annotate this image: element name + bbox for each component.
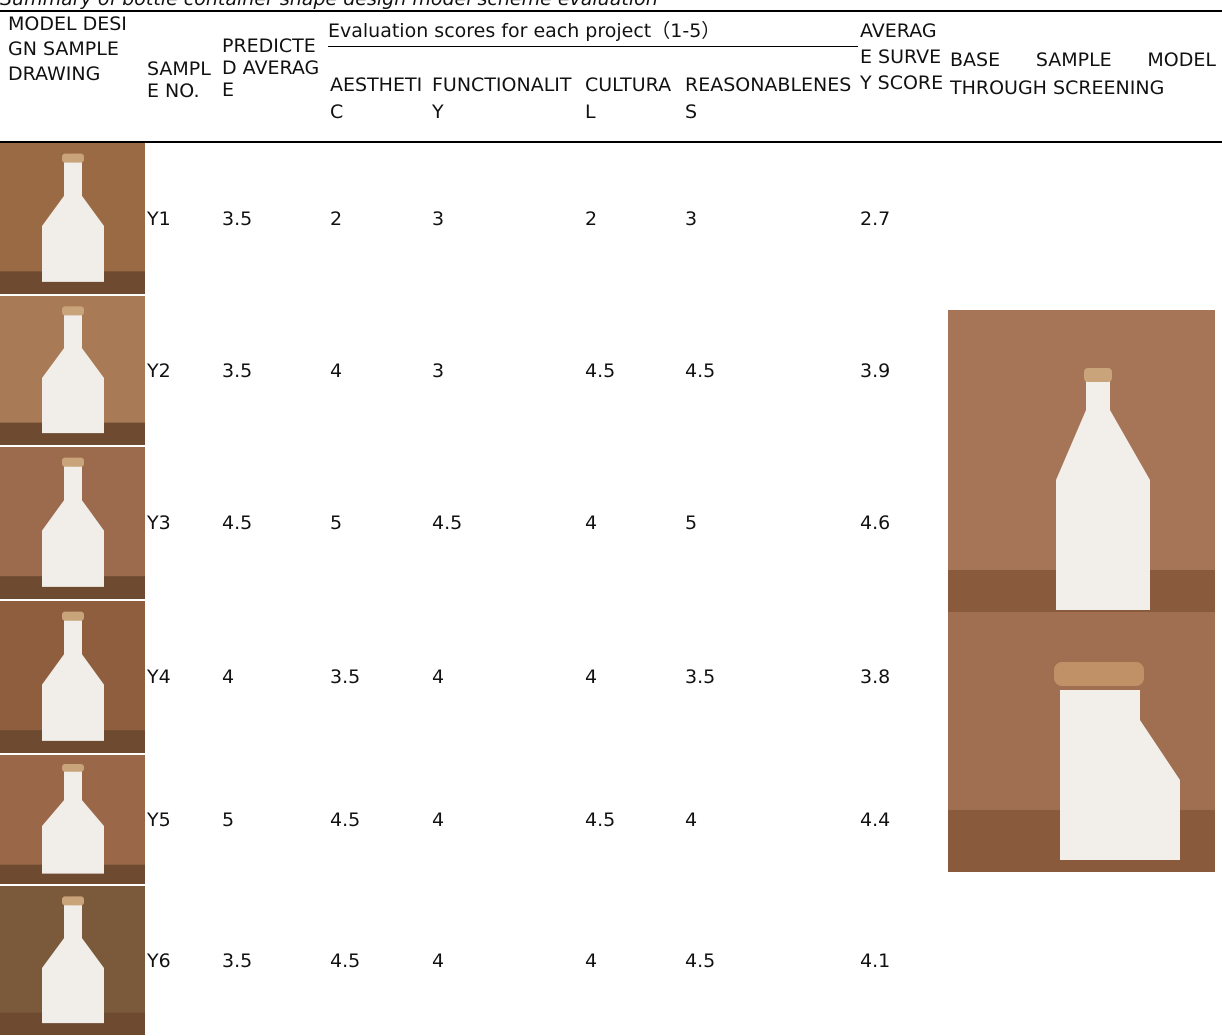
sample-no: Y5 — [147, 808, 171, 831]
cultural: 4 — [585, 949, 598, 972]
header-predicted: PREDICTED AVERAGE — [222, 35, 320, 101]
average: 3.8 — [860, 666, 891, 688]
functionality: 3 — [432, 207, 445, 230]
group-rule — [328, 46, 858, 47]
base-sample-image — [948, 310, 1215, 872]
functionality: 3 — [432, 359, 445, 382]
reasonableness: 4.5 — [685, 949, 716, 972]
cultural: 4 — [585, 666, 598, 688]
average: 2.7 — [860, 207, 891, 230]
aesthetic: 4 — [330, 359, 343, 382]
top-rule — [0, 10, 1222, 12]
sample-image — [0, 755, 145, 884]
sample-no: Y1 — [147, 207, 171, 230]
header-rule — [0, 141, 1222, 143]
functionality: 4 — [432, 808, 445, 831]
reasonableness: 4.5 — [685, 359, 716, 382]
sample-image — [0, 296, 145, 445]
average: 4.6 — [860, 512, 891, 534]
functionality: 4 — [432, 666, 445, 688]
reasonableness: 4 — [685, 808, 698, 831]
average: 3.9 — [860, 359, 891, 382]
cultural: 4.5 — [585, 808, 616, 831]
sample-no: Y2 — [147, 359, 171, 382]
predicted: 4.5 — [222, 512, 253, 534]
functionality: 4.5 — [432, 512, 463, 534]
aesthetic: 2 — [330, 207, 343, 230]
header-cultural: CULTURAL — [585, 74, 672, 123]
cultural: 4 — [585, 512, 598, 534]
reasonableness: 3 — [685, 207, 698, 230]
sample-image — [0, 601, 145, 753]
header-base: BASE SAMPLE MODEL THROUGH SCREENING — [950, 49, 1216, 99]
header-functionality: FUNCTIONALITY — [432, 74, 572, 123]
functionality: 4 — [432, 949, 445, 972]
predicted: 3.5 — [222, 359, 253, 382]
aesthetic: 4.5 — [330, 808, 361, 831]
header-average: AVERAGE SURVEY SCORE — [860, 20, 944, 94]
sample-no: Y4 — [147, 666, 171, 688]
sample-no: Y3 — [147, 512, 171, 534]
header-sample-no: SAMPLE NO. — [147, 58, 211, 102]
aesthetic: 4.5 — [330, 949, 361, 972]
average: 4.1 — [860, 949, 891, 972]
caption: Summary of bottle container shape design… — [0, 0, 658, 10]
sample-image — [0, 447, 145, 599]
cultural: 2 — [585, 207, 598, 230]
predicted: 4 — [222, 666, 235, 688]
predicted: 3.5 — [222, 949, 253, 972]
header-group: Evaluation scores for each project（1-5） — [328, 20, 721, 42]
reasonableness: 5 — [685, 512, 698, 534]
header-drawing: MODEL DESIGN SAMPLE DRAWING — [8, 13, 127, 85]
aesthetic: 3.5 — [330, 666, 361, 688]
sample-image — [0, 143, 145, 294]
reasonableness: 3.5 — [685, 666, 716, 688]
aesthetic: 5 — [330, 512, 343, 534]
header-reasonableness: REASONABLENESS — [685, 74, 852, 123]
cultural: 4.5 — [585, 359, 616, 382]
sample-no: Y6 — [147, 949, 171, 972]
average: 4.4 — [860, 808, 891, 831]
sample-image — [0, 886, 145, 1035]
predicted: 5 — [222, 808, 235, 831]
predicted: 3.5 — [222, 207, 253, 230]
header-aesthetic: AESTHETIC — [330, 74, 423, 123]
